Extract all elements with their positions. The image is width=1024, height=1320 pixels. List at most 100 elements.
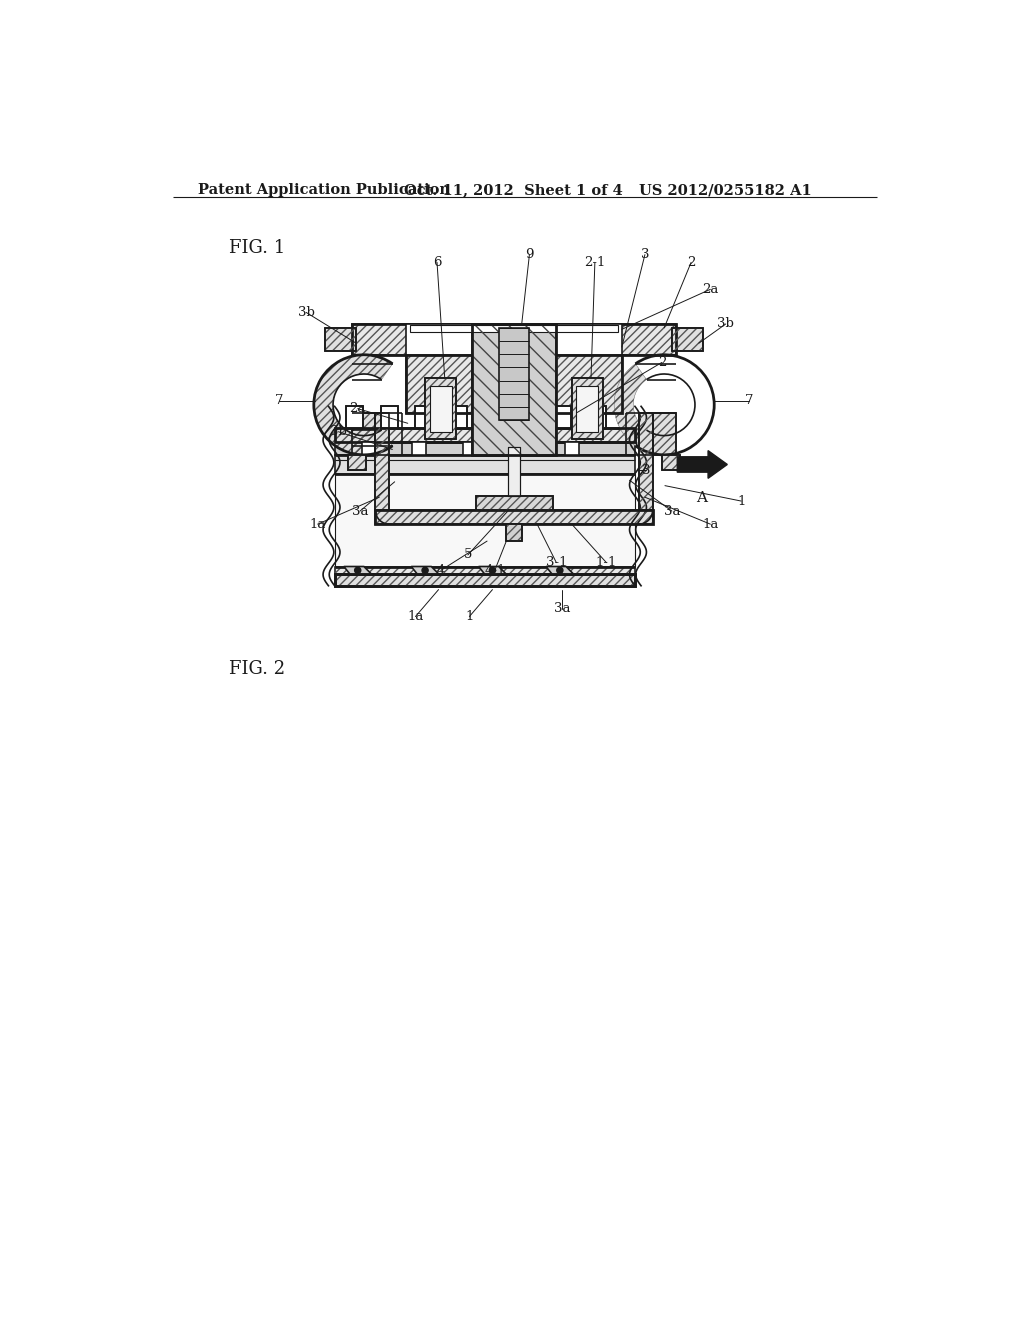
Bar	[639, 413, 652, 511]
Bar	[484, 407, 502, 428]
Bar	[652, 413, 676, 455]
Bar	[326, 327, 356, 351]
Bar	[662, 455, 680, 470]
Bar	[376, 511, 652, 524]
Bar	[335, 574, 635, 586]
Bar	[407, 355, 622, 412]
Bar	[376, 413, 389, 511]
Bar	[506, 524, 522, 541]
Text: 4: 4	[436, 564, 445, 577]
Bar	[352, 413, 376, 455]
Bar	[652, 413, 676, 455]
Bar	[352, 323, 676, 355]
Text: 3b: 3b	[718, 317, 734, 330]
Bar	[472, 323, 556, 455]
Bar	[326, 327, 356, 351]
Bar	[519, 407, 537, 428]
Bar	[577, 385, 598, 432]
Bar	[571, 378, 602, 440]
Bar	[514, 442, 528, 455]
Bar	[352, 323, 676, 355]
Bar	[381, 407, 397, 428]
Text: 3a: 3a	[352, 504, 369, 517]
Bar	[554, 407, 571, 428]
Bar	[413, 442, 426, 455]
Text: FIG. 2: FIG. 2	[229, 660, 286, 678]
Polygon shape	[314, 355, 392, 455]
Text: 5: 5	[464, 548, 472, 561]
Bar	[335, 428, 635, 442]
Bar	[416, 407, 432, 428]
Text: 4-1: 4-1	[484, 564, 506, 577]
Bar	[554, 407, 571, 428]
Circle shape	[557, 568, 563, 573]
Text: 2a: 2a	[702, 282, 719, 296]
Bar	[335, 442, 635, 455]
Bar	[348, 455, 367, 470]
Polygon shape	[546, 566, 573, 574]
Text: 3a: 3a	[664, 504, 680, 517]
Text: 1-1: 1-1	[596, 556, 617, 569]
Polygon shape	[478, 566, 506, 574]
Bar	[571, 378, 602, 440]
Bar	[472, 323, 556, 455]
Bar	[352, 323, 676, 355]
Bar	[348, 455, 367, 470]
Text: 3: 3	[641, 248, 649, 261]
Bar	[335, 428, 635, 442]
Bar	[352, 323, 676, 355]
Text: 6: 6	[433, 256, 441, 269]
Text: 3-1: 3-1	[546, 556, 567, 569]
Text: 7: 7	[744, 395, 753, 408]
Bar	[672, 327, 702, 351]
Circle shape	[489, 568, 496, 573]
Bar	[672, 327, 702, 351]
Bar	[508, 447, 520, 496]
Bar	[352, 413, 376, 455]
Bar	[652, 413, 676, 455]
Text: 7: 7	[274, 395, 284, 408]
Bar	[376, 511, 652, 524]
Text: 1a: 1a	[309, 517, 326, 531]
Bar	[425, 378, 457, 440]
Circle shape	[354, 568, 360, 573]
Bar	[571, 378, 602, 440]
Text: FIG. 1: FIG. 1	[229, 239, 286, 257]
Bar	[662, 455, 680, 470]
Bar	[475, 496, 553, 511]
Bar	[376, 511, 652, 524]
Circle shape	[422, 568, 428, 573]
Bar	[335, 566, 635, 574]
Bar	[475, 496, 553, 511]
Bar	[352, 413, 376, 455]
Bar	[335, 455, 635, 474]
Text: 2: 2	[657, 356, 666, 370]
Polygon shape	[614, 364, 646, 446]
Bar	[639, 413, 652, 511]
Bar	[376, 413, 389, 511]
Bar	[376, 413, 389, 511]
Bar	[463, 442, 477, 455]
Text: A: A	[696, 491, 708, 506]
Polygon shape	[344, 566, 372, 574]
Bar	[335, 428, 635, 442]
Bar	[352, 413, 376, 455]
Bar	[361, 442, 376, 455]
Bar	[672, 327, 702, 351]
Bar	[335, 574, 635, 586]
Text: 1: 1	[465, 610, 473, 623]
Bar	[506, 524, 522, 541]
Bar	[508, 447, 520, 496]
Bar	[451, 407, 467, 428]
Text: Oct. 11, 2012  Sheet 1 of 4: Oct. 11, 2012 Sheet 1 of 4	[403, 183, 623, 197]
Bar	[565, 442, 579, 455]
Bar	[662, 455, 680, 470]
Text: 1: 1	[737, 495, 745, 508]
Bar	[348, 455, 367, 470]
Polygon shape	[677, 450, 727, 478]
Text: 3b: 3b	[298, 306, 314, 319]
Bar	[519, 407, 537, 428]
Bar	[472, 323, 556, 455]
Bar	[346, 407, 364, 428]
Bar	[348, 455, 367, 470]
